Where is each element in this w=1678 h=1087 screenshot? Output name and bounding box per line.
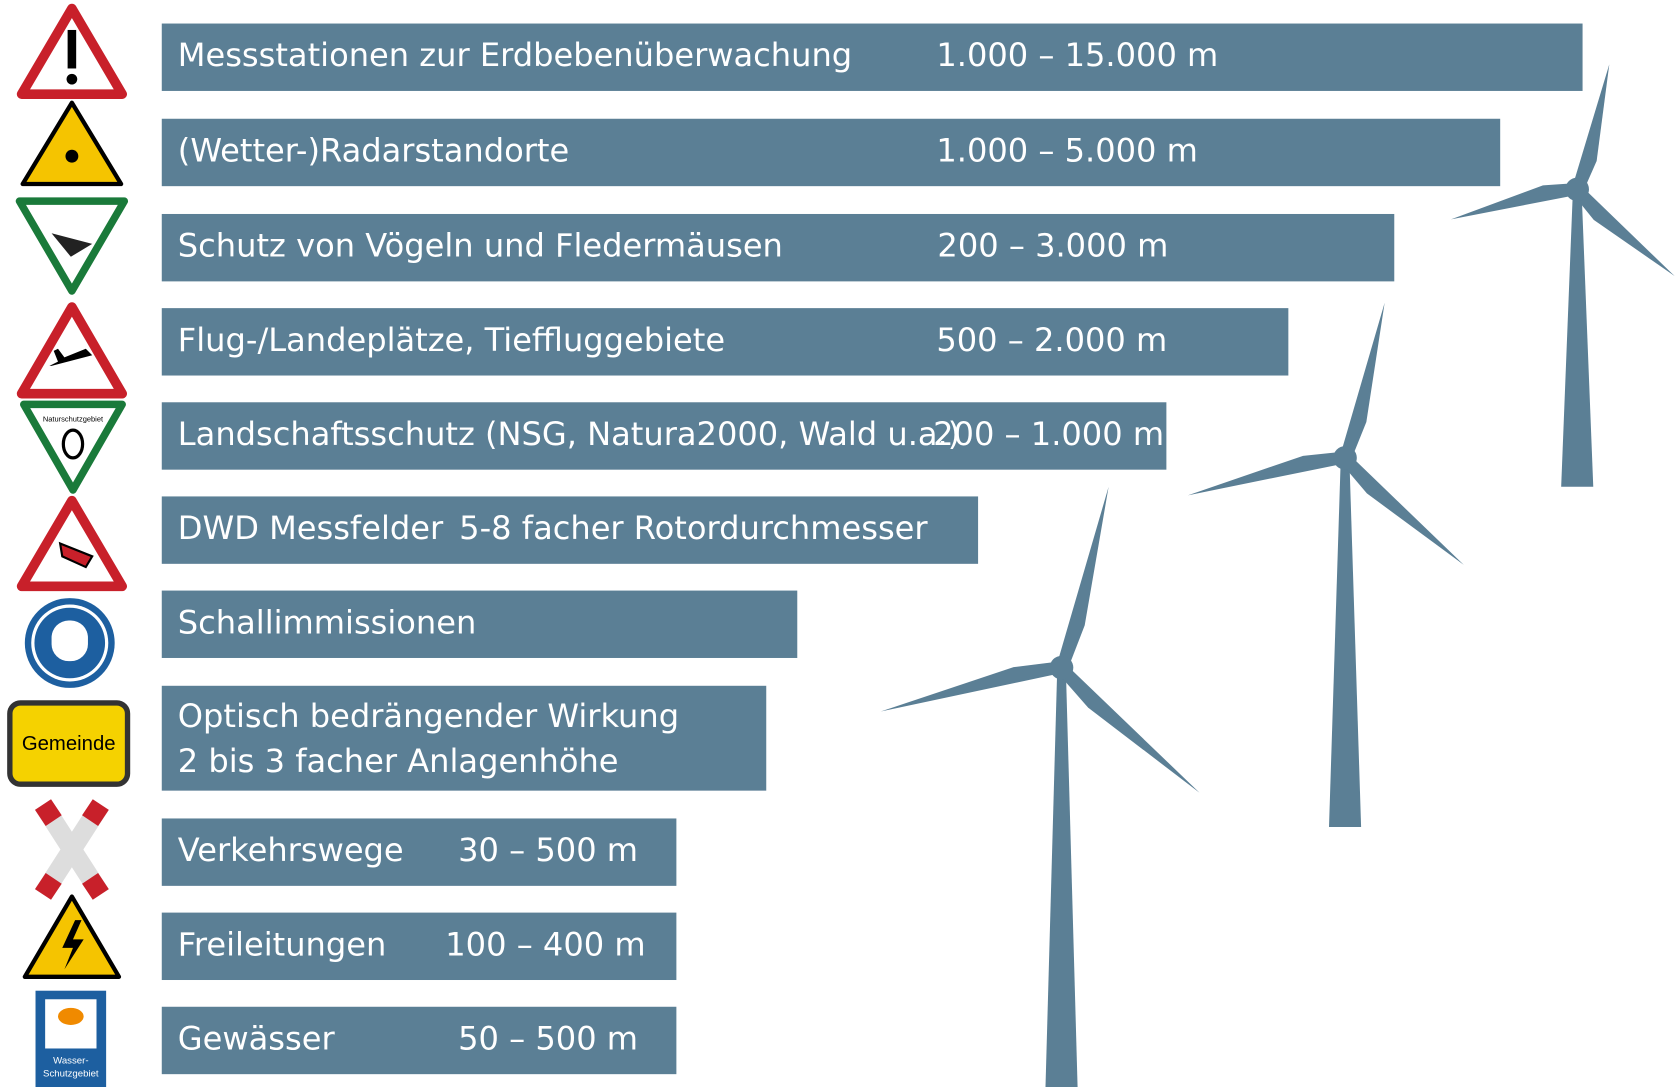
distance-value: 30 – 500 m [458,831,638,869]
airport-sign [16,302,127,399]
turbine-blade [1057,663,1200,793]
railway-cross [34,799,109,900]
distance-value: 100 – 400 m [445,925,645,963]
exclamation-dot [66,73,78,85]
distance-value: 5-8 facher Rotordurchmesser [459,509,928,547]
bar-label: Schallimmissionen [178,603,477,641]
bar-label: 2 bis 3 facher Anlagenhöhe [178,742,619,780]
turbine-hub [1333,446,1357,470]
sign-icons: Naturschutzgebiet Gemeinde Wasser- Schut… [7,3,131,1087]
distance-bar [161,496,979,564]
wind-sign [16,495,127,592]
turbine-tower [1561,189,1594,487]
head-icon [51,620,88,662]
turbine-hub [1565,177,1589,202]
bar-label: Gewässer [178,1019,336,1057]
bar-label: Flug-/Landeplätze, Tieffluggebiete [178,321,725,359]
turbine-tower [1045,667,1078,1087]
turbine-tower [1329,457,1362,828]
distance-bar [161,1006,677,1075]
distance-value: 200 – 1.000 m [933,415,1164,453]
distance-bar [161,402,1167,470]
turbine-blade [1339,302,1385,460]
bar-label: Verkehrswege [178,831,404,869]
distance-value: 200 – 3.000 m [937,227,1168,265]
distance-bar [161,213,1395,282]
owl-icon [61,428,85,460]
distance-bar [161,818,677,886]
bar-label: Optisch bedrängender Wirkung [178,697,679,735]
bar-label: DWD Messfelder [178,509,444,547]
distance-value: 50 – 500 m [458,1019,638,1057]
exclamation [67,29,77,69]
bar-label: Messstationen zur Erdbebenüberwachung [178,36,852,74]
distance-bar [161,23,1583,91]
turbine-hub [1049,655,1074,680]
radiation-sign [20,100,124,187]
turbine-blade [1572,64,1610,191]
turbine-blade [1187,451,1347,496]
distance-value: 1.000 – 15.000 m [936,36,1218,74]
plane-icon [49,348,93,366]
bar-label: Landschaftsschutz (NSG, Natura2000, Wald… [178,415,960,453]
distance-bar [161,118,1501,187]
windsock [58,541,94,569]
lightning-icon [62,920,84,970]
turbine-blade [1056,486,1109,670]
bird-icon [51,233,93,257]
turbine-blade [880,661,1063,712]
distance-value: 1.000 – 5.000 m [936,131,1198,169]
town-sign [7,700,131,787]
town-sign-text: Gemeinde [22,733,116,755]
distance-bar [161,685,767,791]
distance-bar [161,308,1289,376]
bar-label: (Wetter-)Radarstandorte [178,131,569,169]
turbine-blade [1450,183,1579,220]
turbine-blade [1340,453,1464,565]
tank-icon [57,1007,84,1025]
nature-sign-text: Naturschutzgebiet [43,415,104,424]
distance-bar [161,912,677,981]
bar-label: Freileitungen [178,925,386,963]
radar-icon [65,149,79,163]
nature-sign [20,400,126,494]
turbine-blade [1572,185,1675,277]
distance-bar [161,590,798,658]
bar-label: Schutz von Vögeln und Fledermäusen [178,227,783,265]
water-sign-text: Wasser- [53,1055,88,1066]
water-sign-text: Schutzgebiet [43,1068,99,1079]
distance-value: 500 – 2.000 m [936,321,1167,359]
